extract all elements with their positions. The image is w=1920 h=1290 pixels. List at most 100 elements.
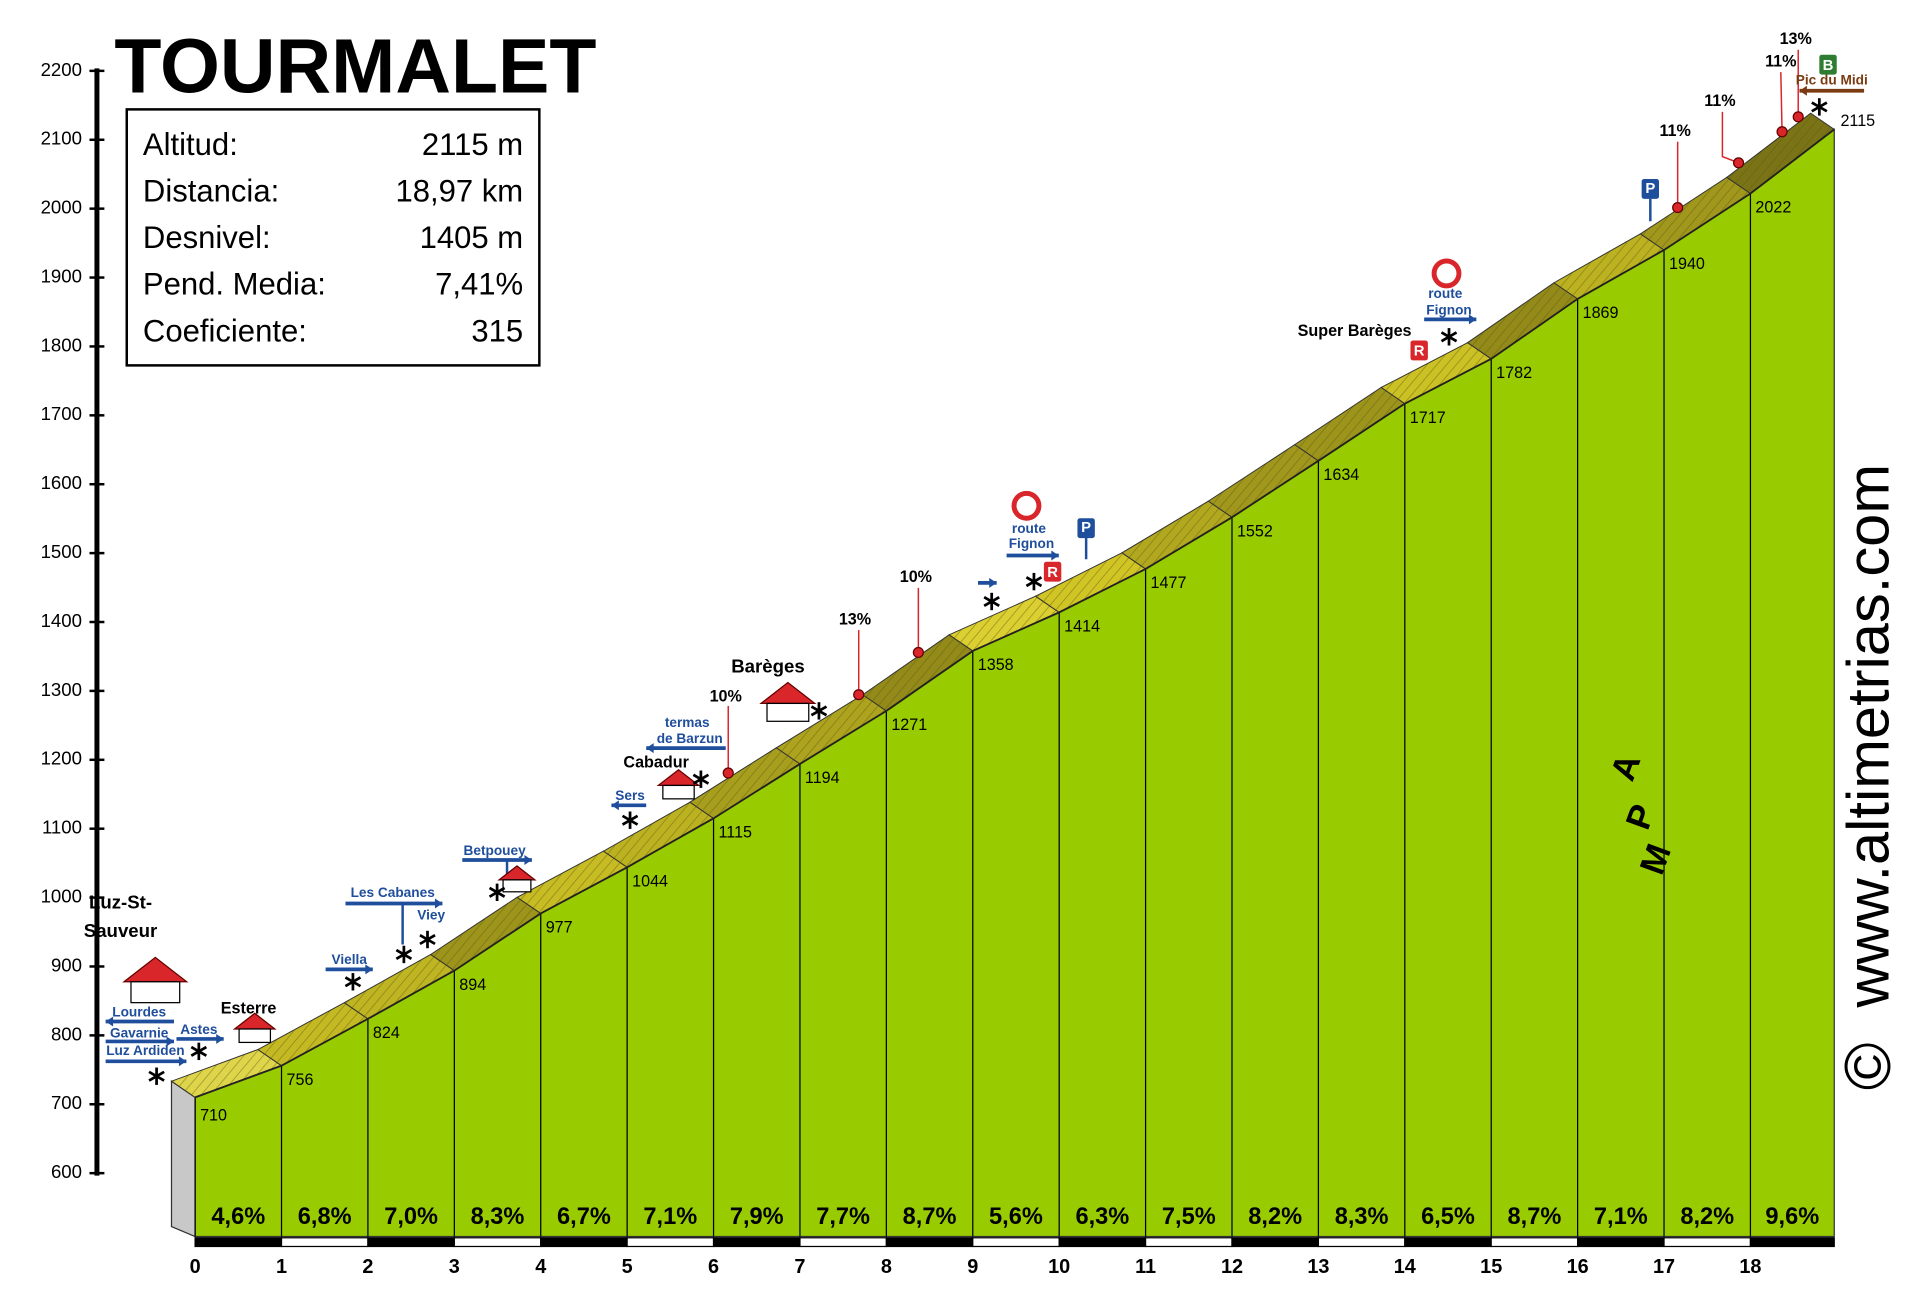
star <box>488 886 506 898</box>
elevation-label: 1044 <box>632 872 668 890</box>
y-tick-label: 1700 <box>41 403 82 424</box>
annotation: B <box>1823 58 1834 74</box>
sign-arrow-head <box>105 1016 114 1027</box>
x-tick-label: 18 <box>1739 1256 1761 1278</box>
star <box>810 705 828 717</box>
road-hatch <box>776 694 887 764</box>
gradient-label: 7,1% <box>1594 1204 1648 1230</box>
annotation: Cabadur <box>623 753 689 771</box>
no-entry <box>1011 490 1042 521</box>
house-roof <box>656 768 701 787</box>
star <box>692 773 710 785</box>
annotation: Gavarnie <box>110 1026 169 1041</box>
x-tick-label: 12 <box>1221 1256 1243 1278</box>
elevation-label: 1940 <box>1669 255 1705 273</box>
badge-bg <box>1819 54 1837 75</box>
y-tick-label: 800 <box>51 1023 82 1044</box>
y-tick-label: 600 <box>51 1161 82 1182</box>
gradient-label: 8,2% <box>1680 1204 1734 1230</box>
annotation: Barèges <box>731 655 805 676</box>
km-bar <box>367 1237 455 1248</box>
elevation-label: 1869 <box>1583 304 1619 322</box>
star <box>1440 331 1458 343</box>
annotation: P <box>1081 520 1091 536</box>
x-tick-label: 13 <box>1307 1256 1329 1278</box>
x-tick-label: 6 <box>708 1256 719 1278</box>
road-hatch <box>949 596 1060 651</box>
no-entry <box>1431 258 1462 289</box>
gradient-label: 7,5% <box>1162 1204 1216 1230</box>
annotation: Fignon <box>1009 536 1055 551</box>
annotation: termas <box>665 715 710 730</box>
pin-dot <box>722 767 734 779</box>
gradient-label: 6,8% <box>298 1204 352 1230</box>
house-wall <box>662 784 695 800</box>
sign-arrow-head <box>1468 314 1477 325</box>
km-bar <box>1749 1237 1835 1248</box>
road-hatch <box>862 634 973 711</box>
road-hatch <box>1294 387 1405 461</box>
info-label: Pend. Media: <box>143 267 326 302</box>
y-tick-label: 1000 <box>41 886 82 907</box>
km-bar <box>972 1237 1060 1248</box>
x-tick-label: 8 <box>881 1256 892 1278</box>
road-hatch <box>344 954 455 1019</box>
x-tick-label: 4 <box>535 1256 546 1278</box>
elevation-label: 1271 <box>891 716 927 734</box>
pin-line <box>1780 72 1783 132</box>
road-hatch <box>1640 177 1751 250</box>
info-label: Coeficiente: <box>143 313 307 348</box>
sign-arrow-head <box>524 855 532 865</box>
badge-bg <box>1077 518 1095 539</box>
info-label: Altitud: <box>143 127 238 162</box>
road-hatch <box>1726 113 1835 194</box>
annotation: Betpouey <box>463 843 526 858</box>
sign-arrow-head <box>1799 85 1807 96</box>
y-tick-label: 1100 <box>42 817 82 838</box>
x-tick-label: 0 <box>190 1256 201 1278</box>
x-tick-label: 3 <box>449 1256 460 1278</box>
sign-arrow-head <box>434 898 443 909</box>
elevation-label: 2022 <box>1755 199 1791 217</box>
km-bar <box>1144 1237 1233 1248</box>
info-label: Desnivel: <box>143 220 271 255</box>
sign-arrow-head <box>611 800 619 811</box>
x-tick-label: 11 <box>1135 1256 1156 1278</box>
elevation-label: 977 <box>546 919 573 937</box>
sign-arrow-head <box>989 577 997 588</box>
elevation-label: 2115 <box>1840 112 1875 130</box>
km-bar <box>799 1237 887 1248</box>
house-roof <box>759 681 817 705</box>
copyright: © <box>1832 1042 1904 1090</box>
badge-bg <box>1043 561 1062 582</box>
y-tick-label: 1200 <box>41 748 82 769</box>
annotation: Sauveur <box>84 920 158 941</box>
pin-dot <box>853 689 865 701</box>
km-bar <box>1404 1237 1492 1248</box>
house-roof <box>122 956 189 983</box>
elevation-label: 1717 <box>1410 409 1446 427</box>
star <box>190 1045 208 1057</box>
star <box>344 976 362 988</box>
sign-arrow-head <box>216 1033 224 1044</box>
km-bar <box>1663 1237 1752 1248</box>
house-roof <box>497 865 537 881</box>
annotation: 11% <box>1659 122 1690 140</box>
km-bar <box>1058 1237 1147 1248</box>
watermark: www.altimetrias.com <box>1835 464 1902 1009</box>
gradient-label: 4,6% <box>211 1204 265 1230</box>
house-wall <box>766 702 810 722</box>
annotation: Lourdes <box>112 1004 166 1019</box>
road-hatch <box>1554 233 1665 299</box>
annotation: 10% <box>710 687 742 705</box>
info-value: 1405 m <box>420 220 524 255</box>
y-tick-label: 2000 <box>41 197 82 218</box>
gradient-label: 8,7% <box>903 1204 957 1230</box>
annotation: R <box>1047 565 1058 581</box>
star <box>621 814 639 826</box>
elevation-label: 1115 <box>719 824 753 842</box>
badge-bg <box>1410 340 1428 361</box>
y-tick-label: 1900 <box>41 265 82 286</box>
annotation: 11% <box>1765 52 1796 70</box>
elevation-label: 824 <box>373 1024 400 1042</box>
